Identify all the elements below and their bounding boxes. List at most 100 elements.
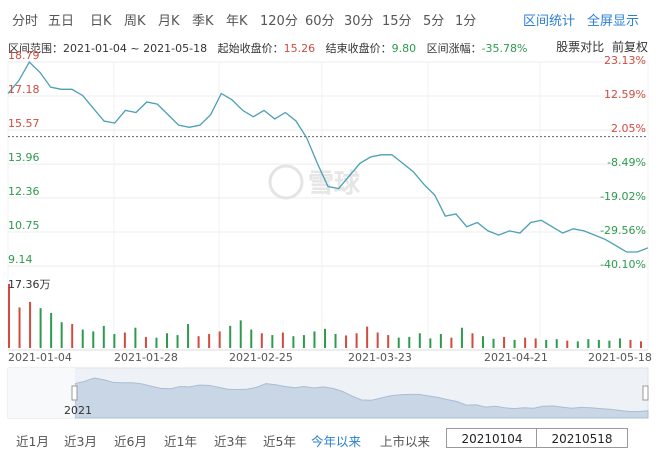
tab-9[interactable]: 30分 (344, 14, 374, 29)
volume-bar (482, 336, 484, 348)
volume-bar (292, 336, 295, 348)
volume-bar (334, 333, 337, 348)
volume-bar (92, 331, 95, 348)
x-tick-label: 2021-03-23 (348, 351, 412, 364)
range-button-5[interactable]: 近5年 (263, 434, 296, 449)
tab-7[interactable]: 120分 (260, 14, 298, 29)
period-tabs: 分时 五日 日K 周K 月K 季K 年K 120分 60分 30分 15分 5分 1分 区间统计 全屏显示 (0, 0, 660, 34)
top-right-controls: 股票对比 前复权 (556, 38, 648, 55)
volume-bar (50, 312, 53, 348)
range-button-6[interactable]: 今年以来 (311, 434, 362, 449)
volume-bar (450, 337, 453, 348)
volume-bar (8, 284, 10, 348)
volume-bar (281, 332, 284, 348)
compare-button[interactable]: 股票对比 (556, 40, 605, 54)
range-button-4[interactable]: 近3年 (214, 434, 247, 449)
volume-bar (418, 333, 421, 348)
volume-bar (250, 329, 253, 348)
x-tick-label: 2021-01-28 (114, 351, 178, 364)
tab-12[interactable]: 1分 (455, 14, 477, 29)
end-price-label: 结束收盘价： (325, 42, 392, 55)
navigator-handle-left[interactable] (71, 385, 78, 401)
range-button-1[interactable]: 近3月 (64, 434, 97, 449)
y-pct-label: -8.49% (607, 156, 646, 170)
volume-bar (260, 333, 263, 348)
volume-bar (618, 338, 621, 348)
volume-bar (60, 322, 63, 348)
volume-bar (439, 333, 442, 348)
volume-bar (144, 336, 147, 348)
volume-bar (355, 333, 358, 348)
tab-4[interactable]: 月K (158, 14, 180, 29)
volume-bar (513, 339, 516, 348)
range-button-7[interactable]: 上市以来 (380, 434, 431, 449)
range-stats-link[interactable]: 区间统计 (523, 14, 576, 29)
price-line (7, 60, 649, 253)
range-info: 区间范围：2021-01-04 ~ 2021-05-18 起始收盘价：15.26… (8, 40, 528, 56)
volume-bar (302, 335, 305, 348)
navigator-area (74, 377, 649, 419)
tab-1[interactable]: 五日 (48, 14, 75, 29)
range-navigator[interactable] (7, 367, 649, 419)
svg-text:雪球: 雪球 (308, 169, 361, 199)
fullscreen-link[interactable]: 全屏显示 (587, 14, 640, 29)
volume-bar (587, 339, 590, 348)
tab-2[interactable]: 日K (90, 14, 112, 29)
date-to-input[interactable]: 20210518 (536, 428, 628, 448)
range-button-0[interactable]: 近1月 (16, 434, 49, 449)
volume-max-label: 17.36万 (8, 278, 51, 291)
y-pct-label: 12.59% (604, 88, 646, 102)
volume-bar (397, 337, 400, 348)
volume-bar (197, 336, 200, 348)
y-tick-label: 13.96 (8, 151, 40, 165)
x-tick-label: 2021-05-18 (588, 351, 652, 364)
volume-bar (492, 338, 495, 348)
tab-6[interactable]: 年K (226, 14, 248, 29)
date-from-input[interactable]: 20210104 (446, 428, 538, 448)
volume-bar (18, 307, 21, 348)
start-price-label: 起始收盘价： (217, 42, 284, 55)
range-label: 区间范围： (8, 42, 63, 55)
y-pct-label: 23.13% (604, 54, 646, 67)
navigator-handle-right[interactable] (642, 385, 649, 401)
volume-bar (134, 327, 137, 348)
range-value: 2021-01-04 ~ 2021-05-18 (63, 42, 208, 55)
volume-bar (271, 335, 274, 348)
volume-bar (123, 332, 126, 348)
volume-bar (239, 320, 242, 348)
volume-bar (429, 338, 432, 348)
volume-bar (566, 340, 569, 348)
start-price-value: 15.26 (283, 42, 316, 55)
y-tick-label: 18.79 (8, 49, 40, 62)
y-tick-label: 12.36 (8, 184, 40, 198)
tab-5[interactable]: 季K (192, 14, 214, 29)
y-pct-label: 2.05% (611, 122, 646, 136)
volume-bar (187, 324, 190, 348)
volume-bar (229, 325, 232, 348)
volume-bar (102, 325, 105, 348)
volume-bar (608, 340, 611, 348)
volume-bar (471, 333, 474, 348)
y-pct-label: -29.56% (600, 223, 646, 237)
volume-bar (71, 324, 74, 348)
adjust-button[interactable]: 前复权 (611, 40, 648, 54)
volume-bar (555, 339, 558, 348)
volume-bar (545, 339, 548, 348)
volume-bar (324, 328, 326, 348)
navigator-year-label: 2021 (64, 404, 92, 417)
volume-bar (113, 333, 116, 348)
volume-bar (629, 339, 632, 348)
tab-10[interactable]: 15分 (382, 14, 412, 29)
volume-bar (29, 301, 32, 348)
tab-3[interactable]: 周K (124, 14, 146, 29)
volume-bar (640, 341, 642, 348)
range-button-2[interactable]: 近6月 (114, 434, 147, 449)
volume-bar (313, 331, 316, 348)
tab-8[interactable]: 60分 (305, 14, 335, 29)
volume-bar (524, 337, 527, 348)
tab-11[interactable]: 5分 (423, 14, 445, 29)
x-tick-label: 2021-04-21 (484, 351, 548, 364)
range-button-3[interactable]: 近1年 (164, 434, 197, 449)
volume-bar (345, 335, 348, 348)
tab-0[interactable]: 分时 (12, 14, 39, 29)
